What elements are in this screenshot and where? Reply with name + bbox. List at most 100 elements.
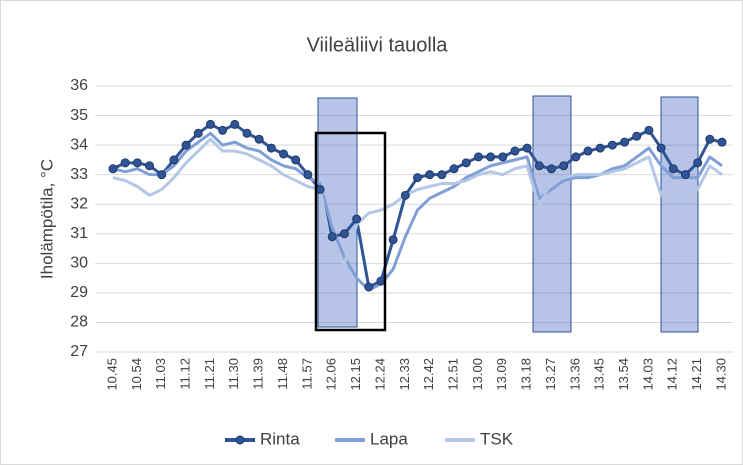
x-tick-label: 14.21 xyxy=(689,358,704,391)
y-tick-label: 35 xyxy=(70,107,88,124)
x-tick-label: 11.48 xyxy=(275,358,290,390)
x-tick-label: 11.12 xyxy=(178,358,193,390)
data-point xyxy=(205,119,215,129)
data-point xyxy=(607,140,617,150)
data-point xyxy=(473,152,483,162)
x-tick-label: 10.54 xyxy=(129,358,144,391)
series-line xyxy=(112,131,723,292)
highlights xyxy=(317,95,699,333)
legend-label: Lapa xyxy=(370,429,408,448)
focus-box xyxy=(314,131,387,332)
x-tick-label: 12.15 xyxy=(348,358,363,391)
data-point xyxy=(352,214,362,224)
data-point xyxy=(388,235,398,245)
data-point xyxy=(510,146,520,156)
data-point xyxy=(181,140,191,150)
data-point xyxy=(680,170,690,180)
x-tick-label: 13.36 xyxy=(567,358,582,391)
x-tick-label: 12.42 xyxy=(421,358,436,391)
data-point xyxy=(218,125,228,135)
data-point xyxy=(437,170,447,180)
data-point xyxy=(242,128,252,138)
data-point xyxy=(120,158,130,168)
y-tick-label: 36 xyxy=(70,77,88,94)
plot xyxy=(108,119,727,292)
data-point xyxy=(498,152,508,162)
data-point xyxy=(461,158,471,168)
chart-title: Viileäliivi tauolla xyxy=(307,34,449,56)
data-point xyxy=(583,146,593,156)
data-point xyxy=(193,128,203,138)
x-tick-label: 14.30 xyxy=(713,358,728,391)
x-tick-label: 13.27 xyxy=(543,358,558,391)
legend-label: TSK xyxy=(480,429,514,448)
legend-label: Rinta xyxy=(260,429,300,448)
y-tick-label: 28 xyxy=(70,314,88,331)
data-point xyxy=(315,184,325,194)
x-tick-label: 14.03 xyxy=(640,358,655,391)
data-point xyxy=(717,137,727,147)
x-tick-label: 13.18 xyxy=(519,358,534,391)
data-point xyxy=(157,170,167,180)
x-tick-label: 11.30 xyxy=(226,358,241,390)
data-point xyxy=(169,155,179,165)
data-point xyxy=(230,119,240,129)
data-point xyxy=(449,164,459,174)
data-point xyxy=(132,158,142,168)
y-tick-label: 30 xyxy=(70,255,88,272)
data-point xyxy=(668,164,678,174)
y-tick-label: 29 xyxy=(70,284,88,301)
x-tick-label: 13.00 xyxy=(470,358,485,391)
data-point xyxy=(522,143,532,153)
data-point xyxy=(425,170,435,180)
data-point xyxy=(620,137,630,147)
legend: Rinta Lapa TSK xyxy=(225,429,514,448)
data-point xyxy=(291,155,301,165)
series-line xyxy=(112,137,723,265)
data-point xyxy=(279,149,289,159)
highlight-box xyxy=(532,95,572,333)
data-point xyxy=(546,164,556,174)
data-point xyxy=(632,131,642,141)
highlight-box xyxy=(660,96,699,333)
x-tick-label: 12.33 xyxy=(397,358,412,391)
x-tick-label: 14.12 xyxy=(665,358,680,391)
x-tick-label: 11.57 xyxy=(299,358,314,390)
data-point xyxy=(693,158,703,168)
data-point xyxy=(571,152,581,162)
data-point xyxy=(534,161,544,171)
x-tick-label: 12.24 xyxy=(372,358,387,391)
data-point xyxy=(303,170,313,180)
y-tick-label: 27 xyxy=(70,343,88,360)
x-tick-label: 12.51 xyxy=(445,358,460,391)
x-tick-label: 10.45 xyxy=(104,358,119,391)
grid: 27 28 29 30 31 32 33 34 35 36 10.45 10.54 11.03 11.12… xyxy=(70,77,733,391)
y-tick-label: 34 xyxy=(70,136,88,153)
data-point xyxy=(108,164,118,174)
x-tick-label: 11.39 xyxy=(251,358,266,390)
x-tick-label: 12.06 xyxy=(324,358,339,391)
data-point xyxy=(145,161,155,171)
y-axis-label: Iholämpötila, °C xyxy=(37,159,56,279)
data-point xyxy=(364,282,374,292)
data-point xyxy=(413,173,422,183)
data-point xyxy=(486,152,496,162)
data-point xyxy=(705,134,715,144)
data-point xyxy=(559,161,569,171)
x-tick-label: 11.21 xyxy=(202,358,217,390)
data-point xyxy=(254,134,264,144)
data-point xyxy=(400,190,410,200)
legend-marker xyxy=(235,435,245,445)
y-tick-label: 33 xyxy=(70,166,88,183)
data-point xyxy=(656,143,666,153)
x-tick-label: 13.45 xyxy=(592,358,607,391)
y-tick-label: 31 xyxy=(70,225,88,242)
y-tick-label: 32 xyxy=(70,195,88,212)
data-point xyxy=(266,143,276,153)
data-point xyxy=(595,143,605,153)
data-point xyxy=(644,125,654,135)
x-tick-label: 13.09 xyxy=(494,358,509,391)
x-tick-label: 11.03 xyxy=(153,358,168,390)
